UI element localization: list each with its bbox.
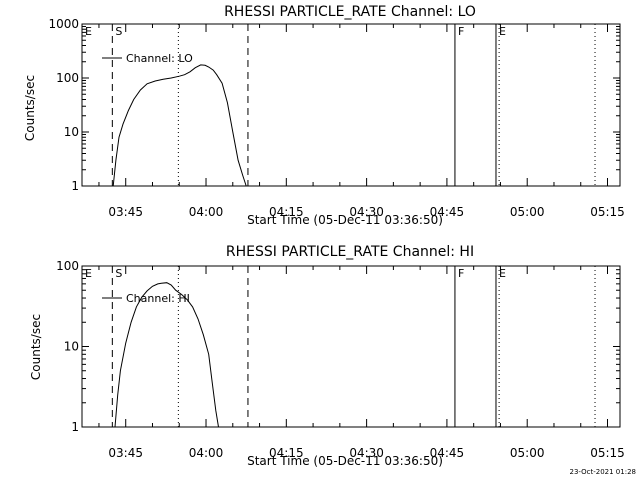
x-tick-label: 05:00 [510,446,545,460]
y-axis-label: Counts/sec [29,314,43,380]
x-tick-label: 04:15 [269,205,304,219]
chart-title: RHESSI PARTICLE_RATE Channel: HI [226,244,474,260]
y-tick-label: 100 [56,259,79,273]
x-tick-label: 03:45 [108,446,143,460]
x-axis-label: Start Time (05-Dec-11 03:36:50) [247,213,443,227]
x-tick-label: 04:00 [189,446,224,460]
event-marker-label: F [458,267,464,280]
data-series-line [114,282,219,428]
plot-frame [81,23,621,187]
x-tick-label: 04:15 [269,446,304,460]
event-marker-label: F [458,25,464,38]
legend-label: Channel: HI [126,292,190,305]
hi-channel-chart: RHESSI PARTICLE_RATE Channel: HI Counts/… [29,244,625,468]
y-tick-label: 100 [56,71,79,85]
chart-title: RHESSI PARTICLE_RATE Channel: LO [224,4,476,20]
event-marker-label: E [85,25,92,38]
x-tick-label: 04:30 [349,446,384,460]
footer-timestamp: 23-Oct-2021 01:28 [570,468,636,476]
y-tick-label: 10 [64,125,79,139]
y-axis-label: Counts/sec [23,75,37,141]
event-marker-label: E [499,25,506,38]
x-tick-label: 05:00 [510,205,545,219]
x-tick-label: 05:15 [590,205,625,219]
event-marker-label: E [499,267,506,280]
y-tick-label: 1 [71,179,79,193]
x-tick-label: 04:45 [430,205,465,219]
x-tick-label: 05:15 [590,446,625,460]
event-marker-label: E [85,267,92,280]
y-tick-label: 10 [64,340,79,354]
data-series-line [112,64,247,187]
plot-frame [81,265,621,428]
lo-channel-chart: RHESSI PARTICLE_RATE Channel: LO Counts/… [23,4,625,227]
event-marker-label: S [115,267,122,280]
x-tick-label: 03:45 [108,205,143,219]
y-tick-label: 1 [71,420,79,434]
y-tick-label: 1000 [48,17,79,31]
x-tick-label: 04:00 [189,205,224,219]
event-marker-label: S [115,25,122,38]
x-tick-label: 04:45 [430,446,465,460]
x-tick-label: 04:30 [349,205,384,219]
x-axis-label: Start Time (05-Dec-11 03:36:50) [247,454,443,468]
legend-label: Channel: LO [126,52,193,65]
